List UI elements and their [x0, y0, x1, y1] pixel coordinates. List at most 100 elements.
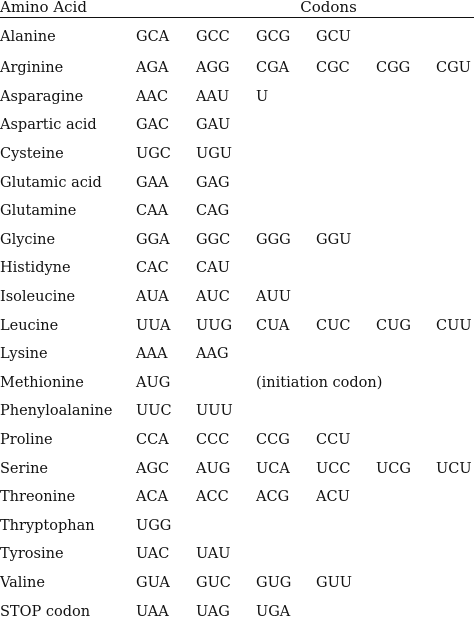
amino-acid-name: Thryptophan — [0, 517, 95, 534]
table-row: Asparagine AAC AAU U — [0, 83, 474, 112]
codon-cell: GGA — [136, 231, 170, 248]
codon-cell: GGU — [316, 231, 352, 248]
codon-cell: CCC — [196, 432, 230, 449]
amino-acid-name: Glycine — [0, 231, 56, 248]
codon-cell: UGU — [196, 146, 233, 163]
codon-cell: GGG — [256, 231, 291, 248]
codon-cell: GCC — [196, 29, 230, 45]
table-row: Threonine ACA ACC ACG ACU — [0, 483, 474, 512]
codon-cell: GUA — [136, 574, 170, 591]
amino-acid-name: Tyrosine — [0, 546, 64, 563]
codon-cell — [315, 197, 375, 226]
codon-cell: AGA — [136, 60, 169, 77]
codon-cell: UAU — [196, 546, 231, 563]
codon-cell — [375, 340, 435, 369]
codon-cell: AUU — [256, 289, 291, 306]
amino-acid-name: Methionine — [0, 374, 84, 391]
codon-cell: UCA — [256, 460, 290, 477]
amino-acid-name: Arginine — [0, 60, 64, 77]
codon-cell — [255, 512, 315, 541]
table-row: Thryptophan UGG — [0, 512, 474, 541]
table-header: Amino Acid Codons — [0, 0, 474, 18]
codon-cell: AAC — [136, 88, 169, 105]
codon-cell — [315, 140, 375, 169]
codon-cell: GAC — [136, 117, 170, 134]
codon-cell: AUA — [136, 289, 169, 306]
table-row: Aspartic acid GAC GAU — [0, 111, 474, 140]
codon-cell — [255, 168, 315, 197]
codon-cell: CUC — [316, 317, 351, 334]
amino-acid-name: Aspartic acid — [0, 117, 97, 134]
codon-cell: CAG — [196, 203, 230, 220]
codon-cell — [435, 197, 474, 226]
codon-cell: CCU — [316, 432, 351, 449]
codon-cell — [435, 397, 474, 426]
codon-cell — [255, 140, 315, 169]
codon-cell — [375, 283, 435, 312]
codon-cell: ACA — [136, 489, 169, 506]
table-row: Phenyloalanine UUC UUU — [0, 397, 474, 426]
codon-cell: UUA — [136, 317, 171, 334]
codon-cell: AUG — [136, 374, 171, 391]
codon-cell — [375, 397, 435, 426]
codon-cell — [375, 569, 435, 598]
codon-cell: UAC — [136, 546, 170, 563]
codon-cell — [435, 569, 474, 598]
codon-cell — [195, 512, 255, 541]
amino-acid-name: Threonine — [0, 489, 76, 506]
codon-cell: UGC — [136, 146, 171, 163]
codon-cell — [315, 83, 375, 112]
codon-cell — [375, 83, 435, 112]
table-row: Glycine GGA GGC GGG GGU — [0, 226, 474, 255]
amino-acid-name: Isoleucine — [0, 289, 76, 306]
codon-cell: U — [256, 88, 269, 105]
table-row: Methionine AUG (initiation codon) — [0, 369, 474, 398]
table-row: Tyrosine UAC UAU — [0, 540, 474, 569]
codon-cell — [375, 540, 435, 569]
codon-cell — [195, 369, 255, 398]
amino-acid-name: Glutamic acid — [0, 174, 102, 191]
codon-cell: UAA — [136, 603, 169, 620]
codon-cell: UUU — [196, 403, 233, 420]
table-row: Valine GUA GUC GUG GUU — [0, 569, 474, 598]
table-row: Glutamine CAA CAG — [0, 197, 474, 226]
table-row: Glutamic acid GAA GAG — [0, 168, 474, 197]
codon-cell: UCG — [376, 460, 411, 477]
codon-cell — [315, 512, 375, 541]
codon-cell — [435, 540, 474, 569]
codon-cell — [435, 140, 474, 169]
codon-cell — [375, 597, 435, 626]
codon-cell — [375, 426, 435, 455]
table-body: Alanine GCA GCC GCG GCU Arginine AGA AGG CGA CGC C… — [0, 18, 474, 626]
codon-cell — [435, 597, 474, 626]
codon-cell — [375, 254, 435, 283]
codon-note: (initiation codon) — [256, 374, 383, 391]
codon-cell — [255, 397, 315, 426]
codon-cell: UGA — [256, 603, 291, 620]
codon-cell: CGC — [316, 60, 350, 77]
table-row: Proline CCA CCC CCG CCU — [0, 426, 474, 455]
amino-acid-name: Glutamine — [0, 203, 77, 220]
amino-acid-name: Leucine — [0, 317, 59, 334]
codon-cell — [315, 540, 375, 569]
codon-cell: GGC — [196, 231, 231, 248]
codon-cell: ACU — [316, 489, 350, 506]
amino-acid-name: Serine — [0, 460, 49, 477]
codon-cell — [315, 254, 375, 283]
codon-cell: GCG — [256, 29, 291, 45]
codon-cell: CUG — [376, 317, 411, 334]
table-row: Lysine AAA AAG — [0, 340, 474, 369]
codon-cell: CCA — [136, 432, 169, 449]
codon-cell — [375, 168, 435, 197]
table-row: STOP codon UAA UAG UGA — [0, 597, 474, 626]
codon-cell — [435, 483, 474, 512]
amino-acid-name: Valine — [0, 574, 45, 591]
table-row: Isoleucine AUA AUC AUU — [0, 283, 474, 312]
codon-cell — [315, 597, 375, 626]
codon-cell — [375, 483, 435, 512]
codon-cell: CAA — [136, 203, 169, 220]
codon-cell — [375, 140, 435, 169]
amino-acid-name: Proline — [0, 432, 53, 449]
codon-cell: AAU — [196, 88, 230, 105]
